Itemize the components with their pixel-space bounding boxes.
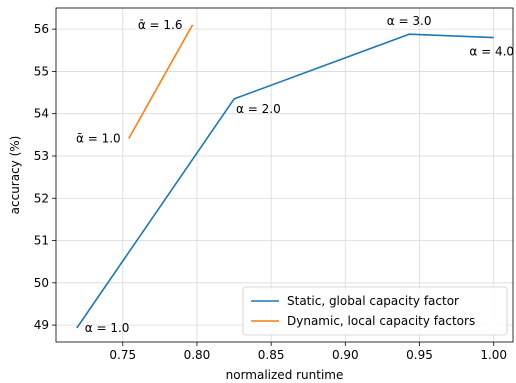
annotation-label: α = 4.0	[469, 45, 514, 59]
x-tick-label: 0.85	[258, 348, 285, 362]
annotation-label: α = 3.0	[387, 14, 432, 28]
legend-box	[242, 286, 508, 336]
y-tick-label: 55	[34, 64, 49, 78]
x-tick-label: 0.75	[109, 348, 136, 362]
plot-frame	[55, 7, 514, 343]
legend-label-2: Dynamic, local capacity factors	[287, 314, 475, 328]
annotations: α = 1.0 α = 2.0 α = 3.0 α = 4.0 ᾱ = 1.0 ᾱ = 1…	[76, 14, 514, 335]
legend: Static, global capacity factor Dynamic, l…	[242, 286, 508, 336]
y-tick-label: 56	[34, 22, 49, 36]
y-tick-label: 49	[34, 318, 49, 332]
x-tick-label: 0.80	[184, 348, 211, 362]
y-tick-label: 52	[34, 191, 49, 205]
y-tick-label: 50	[34, 276, 49, 290]
y-axis-ticks: 49 50 51 52 53 54 55 56	[34, 22, 56, 332]
y-tick-label: 54	[34, 107, 49, 121]
annotation-label: ᾱ = 1.0	[76, 132, 121, 146]
x-axis-title: normalized runtime	[226, 368, 344, 382]
x-tick-label: 0.95	[406, 348, 433, 362]
x-tick-label: 0.90	[332, 348, 359, 362]
series-line-2	[128, 24, 194, 139]
grid	[56, 8, 513, 342]
series-group	[76, 24, 494, 329]
annotation-label: ᾱ = 1.6	[138, 18, 183, 32]
annotation-label: α = 1.0	[85, 321, 130, 335]
x-tick-label: 1.00	[480, 348, 507, 362]
y-tick-label: 53	[34, 149, 49, 163]
legend-label-1: Static, global capacity factor	[287, 294, 459, 308]
series-line-1	[76, 33, 494, 329]
y-tick-label: 51	[34, 234, 49, 248]
y-axis-title: accuracy (%)	[8, 136, 22, 215]
x-axis-ticks: 0.75 0.80 0.85 0.90 0.95 1.00	[109, 342, 507, 362]
annotation-label: α = 2.0	[236, 102, 281, 116]
